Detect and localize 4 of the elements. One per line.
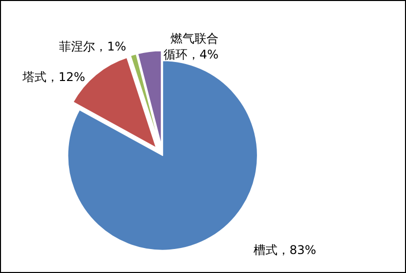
slice-label: 燃气联合循环，4% xyxy=(164,32,219,62)
slice-label: 菲涅尔，1% xyxy=(59,39,126,54)
slice-label: 塔式，12% xyxy=(22,70,86,84)
slice-label: 槽式，83% xyxy=(254,243,316,258)
